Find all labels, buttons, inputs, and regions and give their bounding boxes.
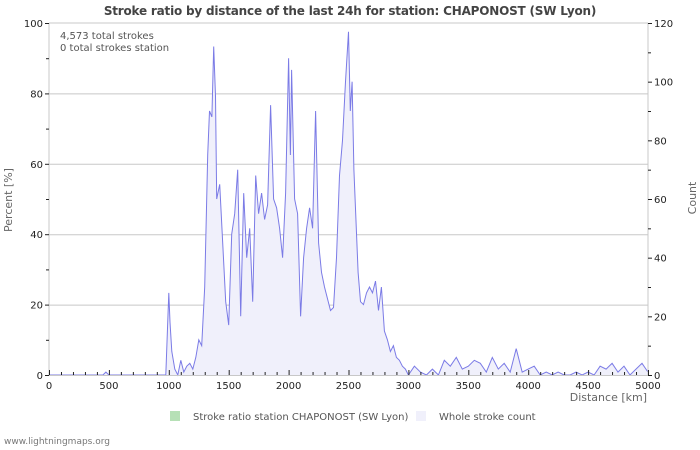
y-left-tick-label: 20 <box>30 301 43 312</box>
right-axis-label: Count <box>686 181 699 214</box>
y-right-tick-label: 100 <box>654 78 673 89</box>
y-right-tick-label: 120 <box>654 19 673 30</box>
x-tick-label: 0 <box>46 381 52 392</box>
x-tick-label: 2000 <box>276 381 301 392</box>
legend-swatch-count <box>416 411 426 421</box>
footer-credit[interactable]: www.lightningmaps.org <box>4 437 110 447</box>
y-right-tick-label: 0 <box>654 371 660 382</box>
y-left-tick-label: 0 <box>37 371 43 382</box>
whole-stroke-count-area <box>49 31 648 376</box>
axis-ticks <box>45 23 652 376</box>
x-tick-label: 500 <box>99 381 118 392</box>
x-tick-label: 3000 <box>396 381 421 392</box>
x-tick-label: 3500 <box>456 381 481 392</box>
whole-stroke-count-line <box>49 31 649 377</box>
x-tick-label: 5000 <box>635 381 660 392</box>
station-strokes-text: 0 total strokes station <box>60 43 169 54</box>
y-left-tick-label: 100 <box>24 19 43 30</box>
x-tick-label: 1500 <box>216 381 241 392</box>
x-tick-label: 4000 <box>515 381 540 392</box>
y-left-tick-label: 40 <box>30 230 43 241</box>
y-right-tick-label: 20 <box>654 312 667 323</box>
chart-title: Stroke ratio by distance of the last 24h… <box>103 4 597 18</box>
x-tick-label: 1000 <box>156 381 181 392</box>
y-right-tick-label: 60 <box>654 195 667 206</box>
left-axis-label: Percent [%] <box>2 168 15 232</box>
x-tick-label: 2500 <box>336 381 361 392</box>
legend-swatch-ratio <box>170 411 180 421</box>
x-axis-label: Distance [km] <box>570 391 647 404</box>
x-tick-label: 4500 <box>575 381 600 392</box>
y-left-tick-label: 80 <box>30 89 43 100</box>
total-strokes-text: 4,573 total strokes <box>60 31 154 42</box>
y-right-tick-label: 40 <box>654 254 667 265</box>
y-right-tick-label: 80 <box>654 136 667 147</box>
legend-count-label: Whole stroke count <box>439 412 536 423</box>
y-left-tick-label: 60 <box>30 160 43 171</box>
legend-ratio-label: Stroke ratio station CHAPONOST (SW Lyon) <box>193 412 408 423</box>
